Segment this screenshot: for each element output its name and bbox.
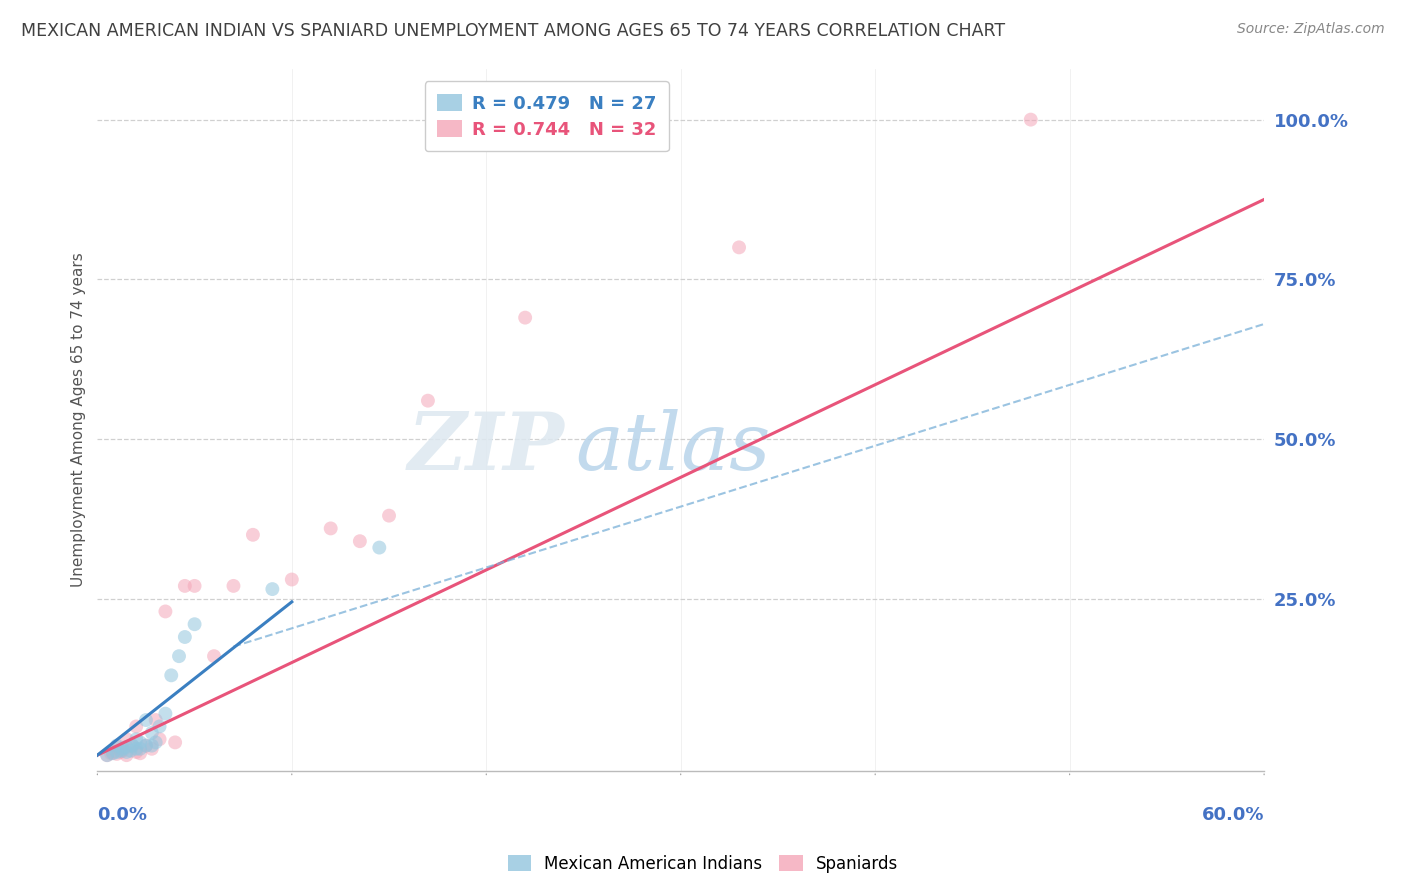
Point xyxy=(105,739,128,753)
Point xyxy=(101,746,124,760)
Point xyxy=(165,735,187,749)
Point xyxy=(1019,112,1042,127)
Point xyxy=(141,741,163,756)
Point xyxy=(173,579,195,593)
Point xyxy=(183,617,205,632)
Point xyxy=(115,732,138,747)
Text: atlas: atlas xyxy=(575,409,770,487)
Text: 60.0%: 60.0% xyxy=(1202,806,1264,824)
Point xyxy=(167,649,190,664)
Point xyxy=(125,732,148,747)
Point xyxy=(148,732,170,747)
Point xyxy=(105,745,128,759)
Point xyxy=(416,393,439,408)
Legend: R = 0.479   N = 27, R = 0.744   N = 32: R = 0.479 N = 27, R = 0.744 N = 32 xyxy=(425,81,668,151)
Point xyxy=(125,745,148,759)
Point xyxy=(141,726,163,740)
Legend: Mexican American Indians, Spaniards: Mexican American Indians, Spaniards xyxy=(501,848,905,880)
Point xyxy=(111,741,134,756)
Point xyxy=(111,744,134,758)
Point xyxy=(101,745,124,759)
Point xyxy=(135,713,157,727)
Point xyxy=(378,508,401,523)
Y-axis label: Unemployment Among Ages 65 to 74 years: Unemployment Among Ages 65 to 74 years xyxy=(72,252,86,587)
Point xyxy=(105,739,128,754)
Text: Source: ZipAtlas.com: Source: ZipAtlas.com xyxy=(1237,22,1385,37)
Point xyxy=(135,739,157,753)
Point xyxy=(141,739,163,753)
Text: 0.0%: 0.0% xyxy=(97,806,148,824)
Point xyxy=(125,741,148,756)
Point xyxy=(121,739,143,753)
Point xyxy=(129,746,152,760)
Point xyxy=(115,748,138,763)
Point xyxy=(129,735,152,749)
Point xyxy=(148,719,170,733)
Point xyxy=(105,747,128,761)
Point xyxy=(145,735,167,749)
Point xyxy=(728,240,751,254)
Point xyxy=(173,630,195,644)
Point xyxy=(242,528,264,542)
Point xyxy=(115,739,138,754)
Point xyxy=(155,706,177,721)
Point xyxy=(202,649,225,664)
Point xyxy=(96,748,118,763)
Point xyxy=(183,579,205,593)
Point xyxy=(96,748,118,763)
Point xyxy=(281,573,304,587)
Point xyxy=(121,739,143,753)
Point xyxy=(368,541,391,555)
Point xyxy=(222,579,245,593)
Point xyxy=(262,582,284,596)
Point xyxy=(110,745,132,759)
Point xyxy=(160,668,183,682)
Point xyxy=(110,744,132,758)
Point xyxy=(100,746,122,760)
Point xyxy=(120,744,142,758)
Point xyxy=(115,745,138,759)
Point xyxy=(155,604,177,618)
Text: MEXICAN AMERICAN INDIAN VS SPANIARD UNEMPLOYMENT AMONG AGES 65 TO 74 YEARS CORRE: MEXICAN AMERICAN INDIAN VS SPANIARD UNEM… xyxy=(21,22,1005,40)
Point xyxy=(319,521,342,535)
Point xyxy=(129,741,152,756)
Point xyxy=(125,719,148,733)
Point xyxy=(145,713,167,727)
Point xyxy=(135,739,157,753)
Point xyxy=(349,534,371,549)
Text: ZIP: ZIP xyxy=(408,409,564,487)
Point xyxy=(515,310,537,325)
